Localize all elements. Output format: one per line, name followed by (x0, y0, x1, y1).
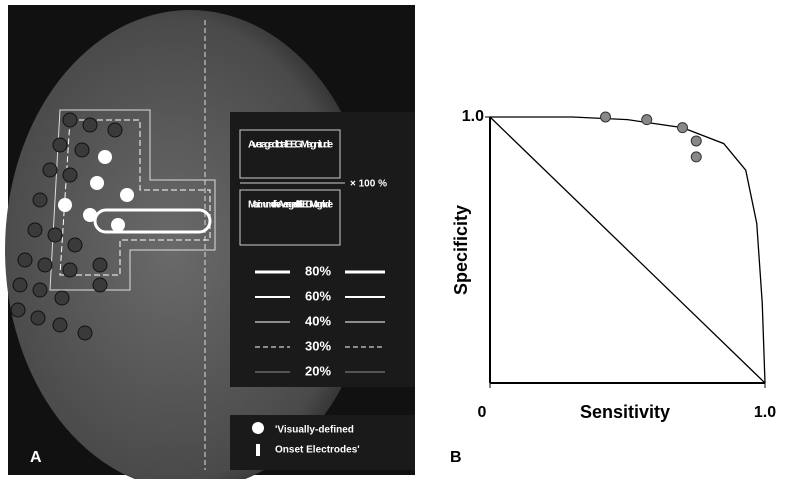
contour-label: 30% (305, 338, 331, 353)
contour-label: 80% (305, 263, 331, 278)
x-tick-label: 0 (478, 404, 487, 421)
point (691, 136, 701, 146)
point (601, 112, 611, 122)
contour-label: 60% (305, 288, 331, 303)
x-tick-label: 1.0 (754, 404, 776, 421)
legend-text: Onset Electrodes' (275, 445, 360, 456)
legend-dot (252, 422, 264, 434)
denominator: Maximum of the Averaged Ictal EEG Magnit… (248, 200, 333, 211)
contour-label: 40% (305, 313, 331, 328)
x-axis-label: Sensitivity (580, 402, 670, 422)
point (642, 115, 652, 125)
y-tick-label: 1.0 (462, 108, 484, 125)
numerator: Averaged Ictal EEG Magnitude (248, 140, 333, 151)
panel-label: B (450, 449, 462, 466)
panel-label: A (30, 449, 42, 466)
contour-label: 20% (305, 363, 331, 378)
y-axis-label: Specificity (451, 205, 471, 295)
point (691, 152, 701, 162)
panel-a: Averaged Ictal EEG Magnitude × 100 % Max… (5, 5, 415, 479)
curve (490, 117, 765, 383)
figure: Averaged Ictal EEG Magnitude × 100 % Max… (0, 0, 786, 479)
legend-text: 'Visually-defined (275, 425, 354, 436)
legend-bar (256, 444, 260, 456)
multiplier: × 100 % (350, 179, 387, 190)
point (678, 123, 688, 133)
